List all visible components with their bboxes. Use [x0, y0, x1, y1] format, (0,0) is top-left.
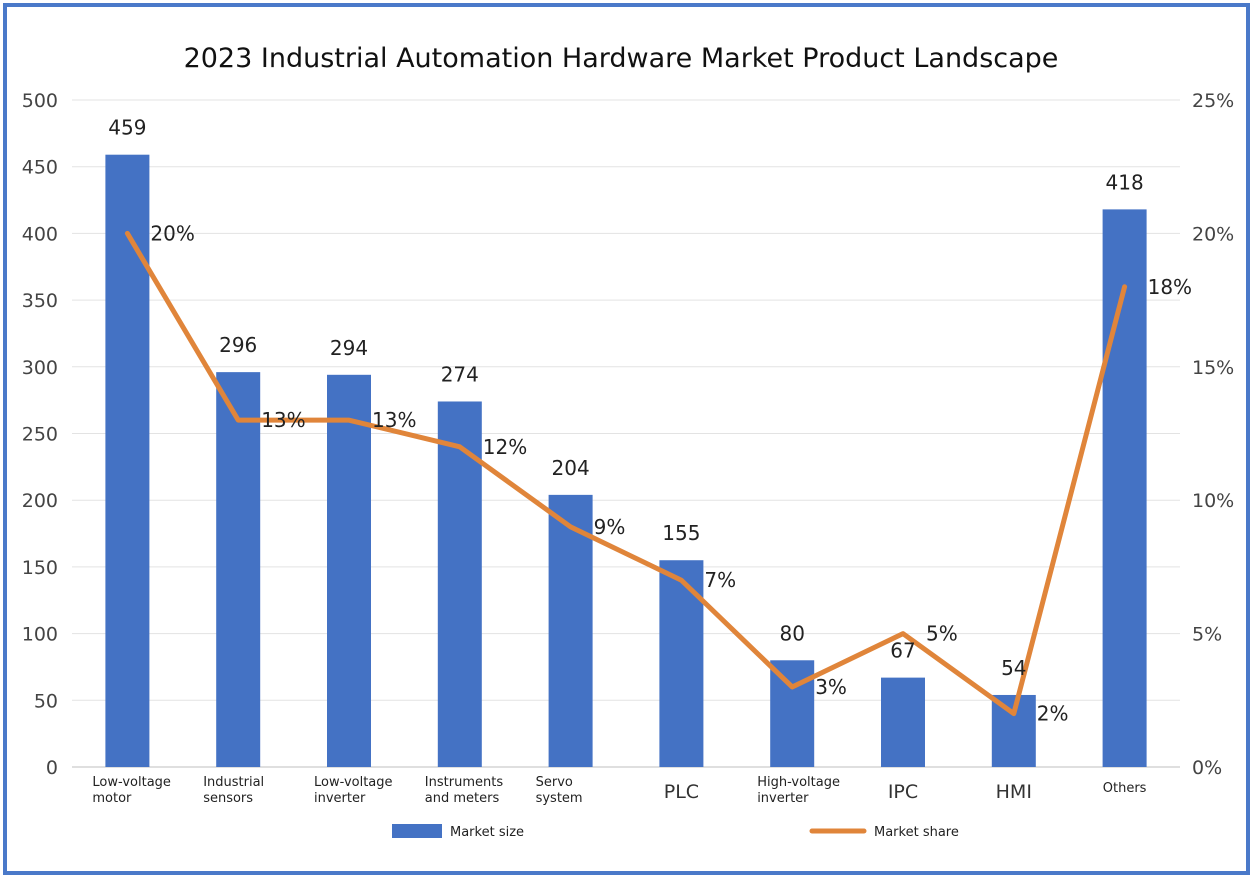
- left-axis-tick: 50: [34, 690, 58, 712]
- bar-data-label: 418: [1106, 170, 1144, 194]
- bar: [770, 660, 815, 767]
- bar-data-label: 54: [1001, 656, 1026, 680]
- chart-frame: [3, 3, 1250, 875]
- bar-series: [105, 154, 1147, 768]
- line-data-label: 20%: [150, 221, 194, 245]
- bar: [659, 560, 704, 767]
- bar-data-labels: 459 296 294 274 204 155 80 67 54 418: [108, 116, 1143, 680]
- line-point: [901, 631, 905, 636]
- bar-data-label: 204: [552, 456, 590, 480]
- right-axis-tick: 15%: [1192, 357, 1234, 379]
- line-point: [568, 524, 573, 529]
- left-axis-tick: 200: [22, 490, 58, 512]
- line-point: [1122, 284, 1127, 289]
- category-label: HMI: [996, 781, 1032, 803]
- right-axis-tick: 0%: [1192, 757, 1222, 779]
- left-axis-tick: 450: [22, 157, 58, 179]
- category-label: PLC: [664, 781, 699, 803]
- line-data-labels: 20% 13% 13% 12% 9% 7% 3% 5% 2% 18%: [150, 221, 1192, 725]
- line-data-label: 5%: [926, 622, 958, 646]
- line-point: [457, 444, 462, 449]
- chart-title: 2023 Industrial Automation Hardware Mark…: [184, 43, 1059, 74]
- bar-data-label: 67: [890, 639, 915, 663]
- left-axis-ticks: 0 50 100 150 200 250 300 350 400 450 500: [22, 90, 58, 779]
- left-axis-tick: 500: [22, 90, 58, 112]
- right-axis-tick: 20%: [1192, 223, 1234, 245]
- line-point: [790, 684, 795, 689]
- line-data-label: 13%: [372, 408, 416, 432]
- right-axis-tick: 5%: [1192, 624, 1222, 646]
- category-label: Low-voltage motor: [92, 775, 171, 806]
- category-labels: Low-voltage motor Industrial sensors Low-vol…: [92, 775, 1146, 806]
- bar-data-label: 80: [779, 621, 804, 645]
- bar: [105, 154, 150, 768]
- category-label: Low-voltage inverter: [314, 775, 393, 806]
- bar-data-label: 294: [330, 336, 368, 360]
- line-data-label: 13%: [261, 408, 305, 432]
- line-point: [125, 231, 130, 236]
- bar: [216, 372, 261, 767]
- bar: [1102, 209, 1147, 767]
- bar-data-label: 155: [662, 521, 700, 545]
- line-data-label: 9%: [594, 515, 626, 539]
- right-axis-ticks: 0% 5% 10% 15% 20% 25%: [1192, 90, 1234, 779]
- line-data-label: 7%: [704, 568, 736, 592]
- legend-label: Market size: [450, 825, 524, 840]
- bar: [327, 374, 371, 767]
- category-label: Industrial sensors: [203, 775, 264, 806]
- line-point: [347, 418, 351, 423]
- left-axis-tick: 100: [22, 624, 58, 646]
- left-axis-tick: 400: [22, 223, 58, 245]
- category-label: Instruments and meters: [425, 775, 504, 806]
- line-point: [236, 418, 241, 423]
- right-axis-tick: 10%: [1192, 490, 1234, 512]
- left-axis-tick: 150: [22, 557, 58, 579]
- left-axis-tick: 300: [22, 357, 58, 379]
- category-label: High-voltage inverter: [757, 775, 840, 806]
- legend: Market size Market share: [392, 824, 959, 840]
- left-axis-tick: 350: [22, 290, 58, 312]
- line-data-label: 12%: [483, 435, 527, 459]
- bar: [437, 401, 482, 767]
- line-point: [679, 578, 684, 583]
- category-label: IPC: [888, 781, 918, 803]
- line-data-label: 2%: [1037, 702, 1069, 726]
- category-label: Others: [1103, 781, 1147, 796]
- bar-data-label: 274: [441, 362, 479, 386]
- left-axis-tick: 250: [22, 424, 58, 446]
- bar-data-label: 459: [108, 116, 146, 140]
- line-data-label: 3%: [815, 675, 847, 699]
- bar-data-label: 296: [219, 333, 257, 357]
- bar: [548, 494, 593, 767]
- left-axis-tick: 0: [46, 757, 58, 779]
- line-data-label: 18%: [1148, 275, 1192, 299]
- right-axis-tick: 25%: [1192, 90, 1234, 112]
- bar: [881, 677, 925, 767]
- line-series: [124, 230, 1128, 717]
- line-point: [1011, 711, 1016, 716]
- market-share-line: [124, 230, 1128, 717]
- legend-swatch-bar: [392, 824, 442, 838]
- category-label: Servo system: [536, 775, 583, 806]
- legend-label: Market share: [874, 825, 959, 840]
